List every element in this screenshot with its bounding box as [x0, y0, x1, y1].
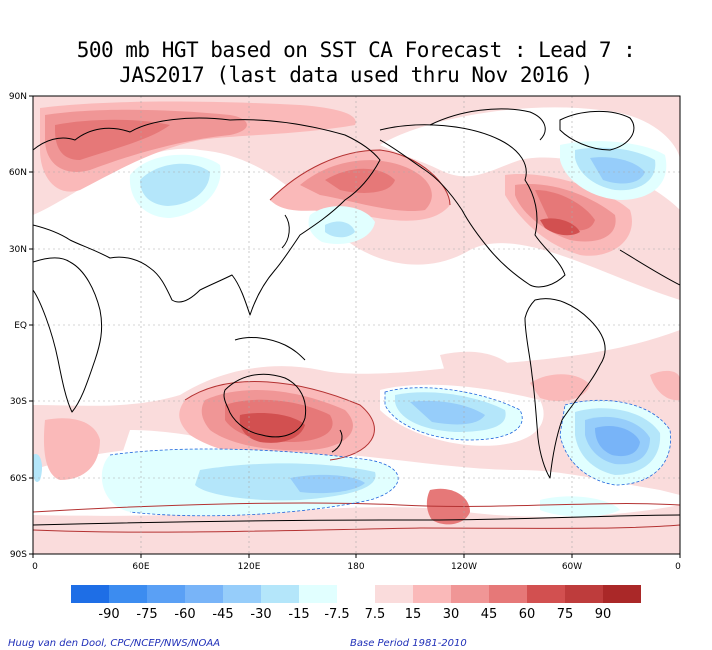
lat-label: 30N [9, 245, 27, 255]
colorbar-swatch [451, 585, 489, 603]
lon-label: 60E [132, 562, 149, 572]
lon-label: 120W [451, 562, 477, 572]
colorbar-labels: -90 -75 -60 -45 -30 -15 -7.5 7.5 15 30 45 60 75 90 [98, 607, 611, 622]
latitude-labels: 90N 60N 30N EQ 30S 60S 90S [9, 92, 27, 560]
colorbar-swatch [71, 585, 109, 603]
colorbar-label: -75 [136, 607, 157, 622]
colorbar-label: -45 [212, 607, 233, 622]
colorbar-swatch [185, 585, 223, 603]
colorbar-label: 60 [519, 607, 536, 622]
colorbar-label: -15 [288, 607, 309, 622]
coastlines [33, 108, 680, 526]
colorbar-label: 90 [595, 607, 612, 622]
colorbar-swatch [223, 585, 261, 603]
colorbar-swatch [603, 585, 641, 603]
colorbar-label: -30 [250, 607, 271, 622]
colorbar-label: 7.5 [365, 607, 386, 622]
colorbar-label: 15 [405, 607, 422, 622]
colorbar-swatch [109, 585, 147, 603]
lat-label: EQ [14, 321, 27, 331]
map-title-line-2: JAS2017 (last data used thru Nov 2016 ) [119, 63, 593, 87]
lon-label: 60W [562, 562, 582, 572]
colorbar-swatch [565, 585, 603, 603]
colorbar-label: 45 [481, 607, 498, 622]
lat-label: 60S [10, 474, 27, 484]
colorbar-label: -90 [98, 607, 119, 622]
credit-author: Huug van den Dool, CPC/NCEP/NWS/NOAA [8, 638, 221, 649]
colorbar [71, 585, 641, 603]
lon-label: 0 [675, 562, 681, 572]
colorbar-label: 75 [557, 607, 574, 622]
lon-label: 120E [238, 562, 261, 572]
colorbar-swatch [375, 585, 413, 603]
lat-label: 90N [9, 92, 27, 102]
lat-label: 90S [10, 550, 27, 560]
colorbar-swatch [527, 585, 565, 603]
axis-ticks [29, 95, 681, 558]
negative-anomalies [33, 141, 671, 517]
lon-label: 180 [347, 562, 364, 572]
lat-label: 30S [10, 397, 27, 407]
colorbar-label: -7.5 [324, 607, 349, 622]
colorbar-swatch [489, 585, 527, 603]
colorbar-label: 30 [443, 607, 460, 622]
longitude-labels: 0 60E 120E 180 120W 60W 0 [32, 562, 681, 572]
negative-contours [109, 387, 672, 517]
lon-label: 0 [32, 562, 38, 572]
map-title-line-1: 500 mb HGT based on SST CA Forecast : Le… [76, 38, 636, 62]
colorbar-swatch [147, 585, 185, 603]
anomaly-field [33, 96, 680, 554]
lat-label: 60N [9, 168, 27, 178]
colorbar-label: -60 [174, 607, 195, 622]
colorbar-swatch [261, 585, 299, 603]
colorbar-swatch [337, 585, 375, 603]
colorbar-swatch [299, 585, 337, 603]
credit-base-period: Base Period 1981-2010 [350, 638, 467, 649]
colorbar-swatch [413, 585, 451, 603]
map-grid [33, 96, 680, 554]
positive-contours [33, 149, 680, 533]
